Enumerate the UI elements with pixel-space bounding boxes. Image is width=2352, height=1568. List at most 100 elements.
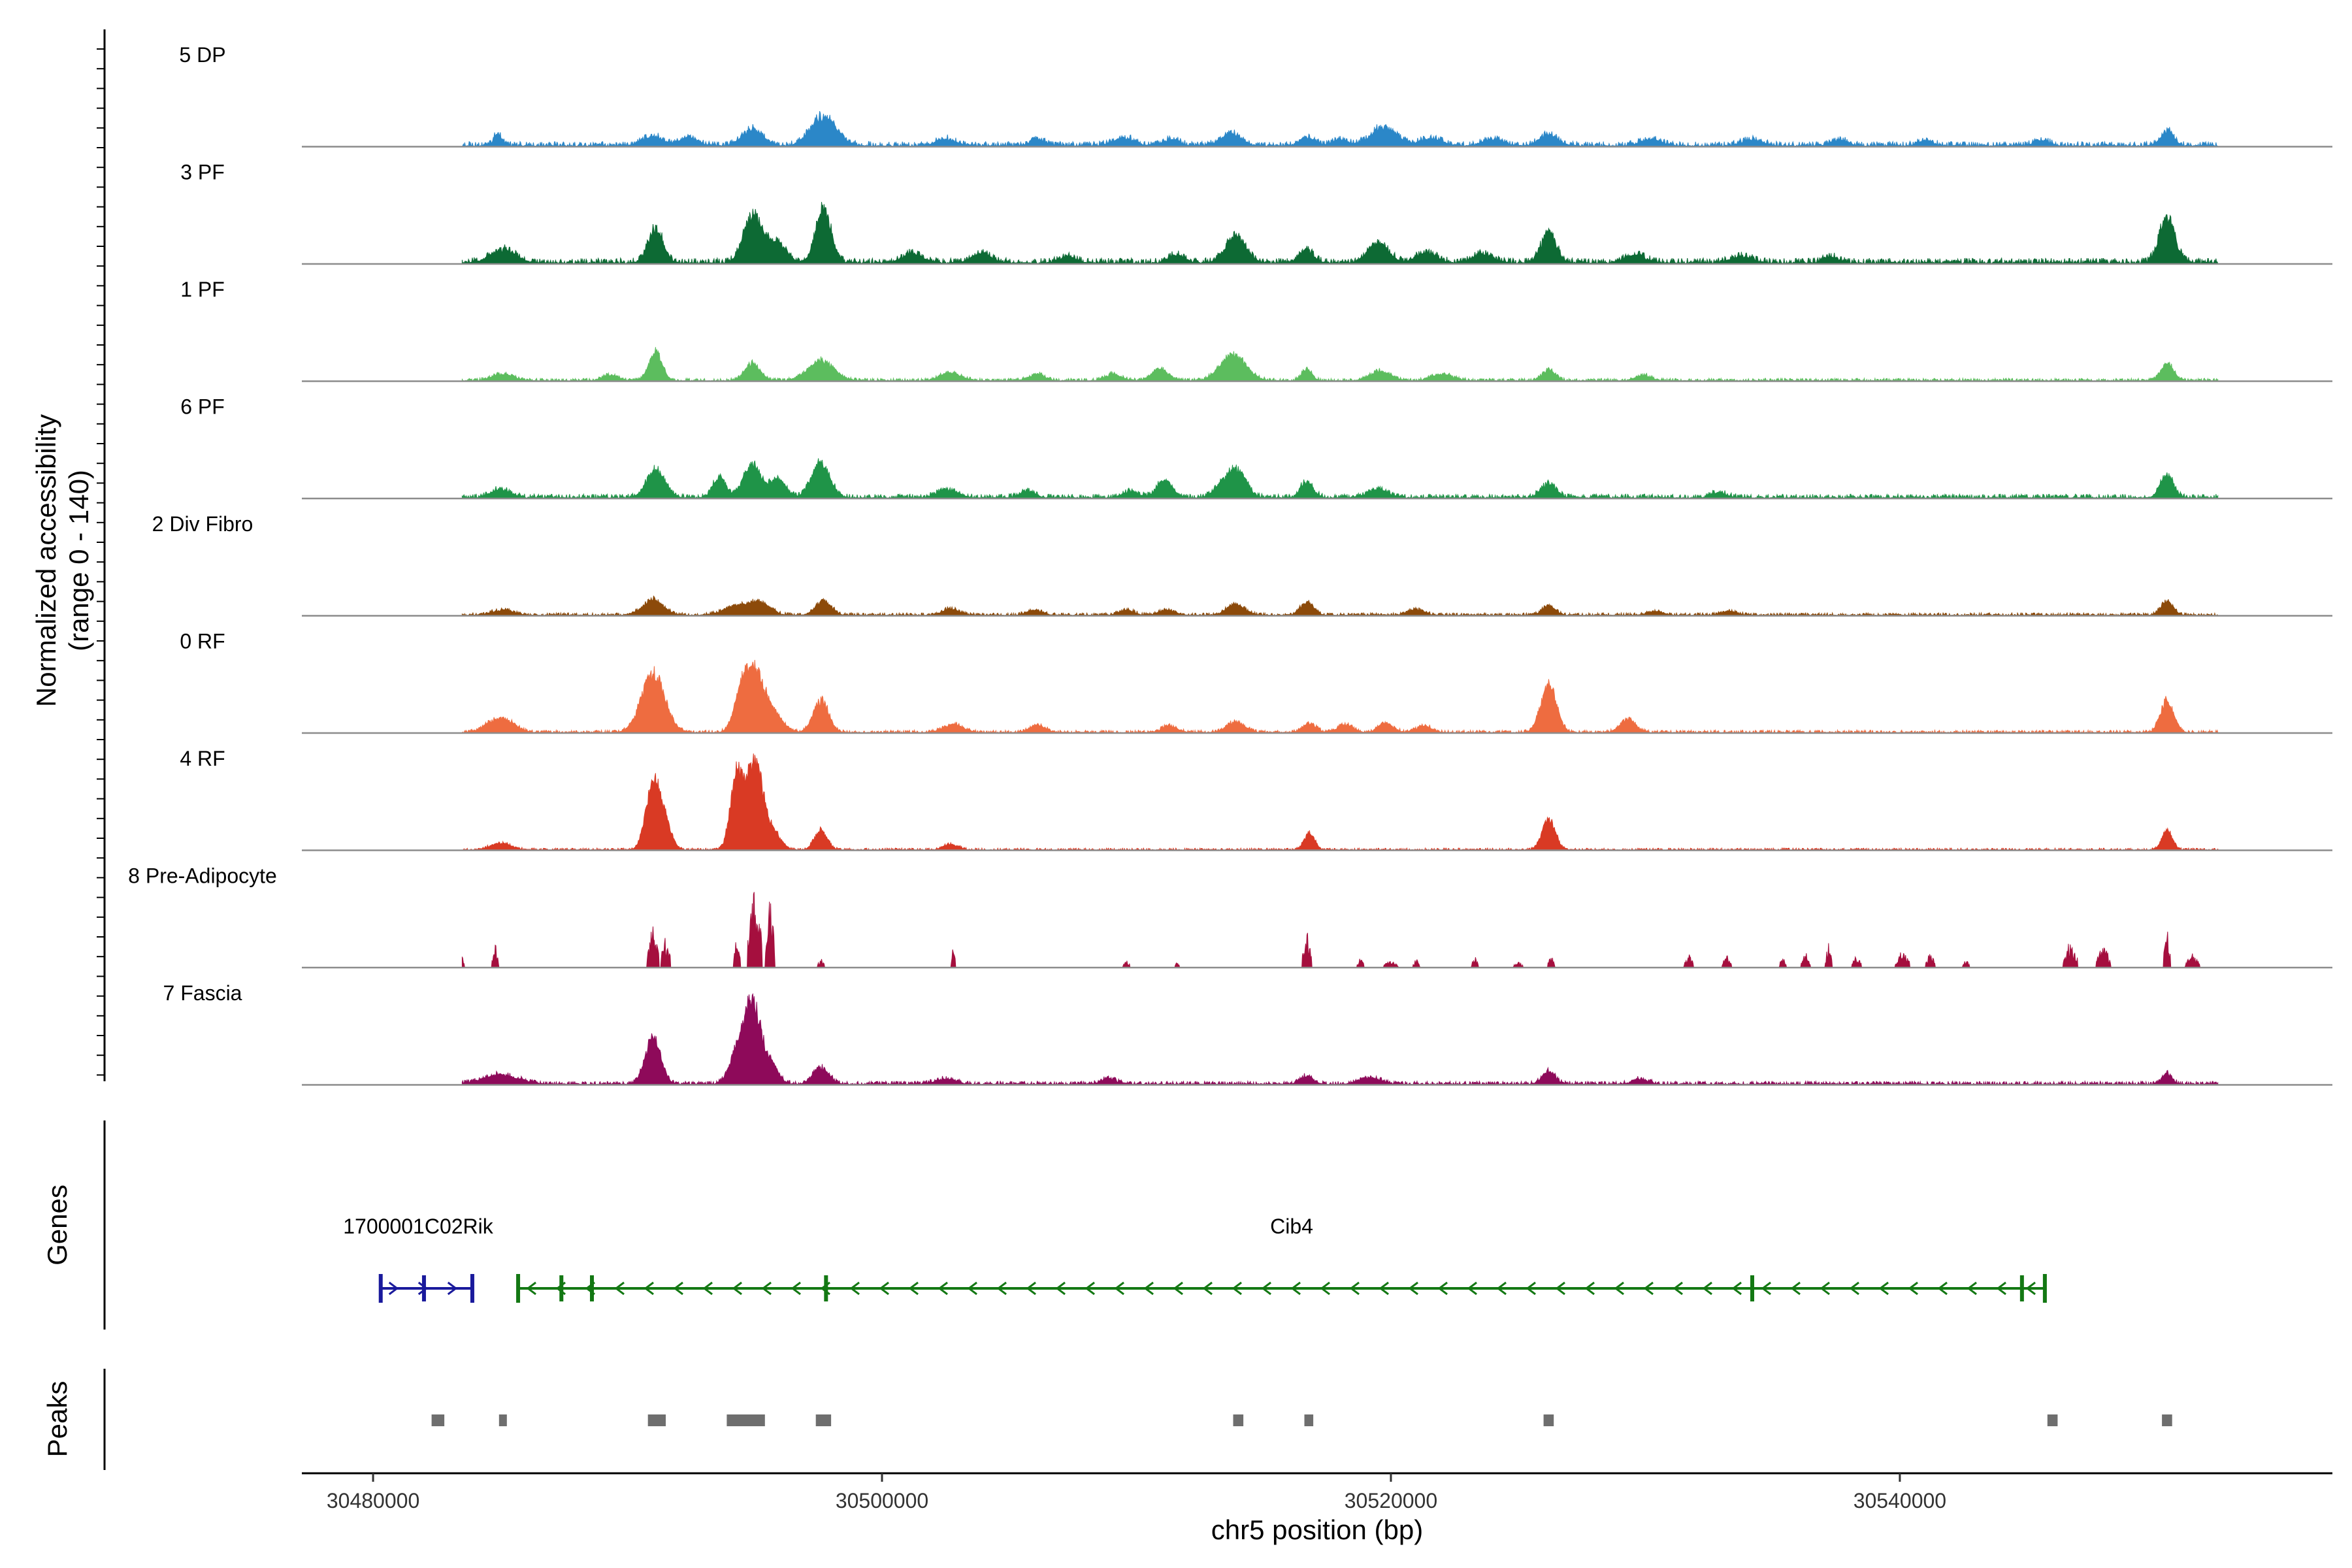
coverage-area [461, 892, 2218, 968]
coverage-area [461, 347, 2219, 383]
strand-chevron [1878, 1281, 1889, 1296]
strand-chevron [1996, 1281, 2006, 1296]
strand-chevron [1967, 1281, 1977, 1296]
track-1-pf: 1 PF [180, 278, 2332, 383]
coverage-area [461, 458, 2219, 500]
coverage-area [461, 992, 2219, 1086]
strand-chevron [1437, 1281, 1448, 1296]
strand-chevron [1643, 1281, 1654, 1296]
peak-region [815, 1414, 832, 1426]
track-label: 6 PF [180, 395, 225, 419]
coverage-y-ticks [97, 48, 105, 1076]
x-axis-ticks: 30480000 30500000 30520000 30540000 [327, 1473, 1946, 1512]
strand-chevron [1761, 1281, 1771, 1296]
strand-chevron [526, 1281, 536, 1296]
track-4-rf: 4 RF [180, 747, 2332, 851]
exon [824, 1275, 828, 1301]
strand-chevron [1937, 1281, 1948, 1296]
strand-chevron [1349, 1281, 1360, 1296]
strand-chevron [938, 1281, 948, 1296]
strand-chevron [1114, 1281, 1124, 1296]
strand-chevron [849, 1281, 860, 1296]
gene-label: Cib4 [1270, 1215, 1313, 1238]
strand-chevron [1467, 1281, 1477, 1296]
strand-chevron [614, 1281, 625, 1296]
strand-chevron [1673, 1281, 1683, 1296]
exon [590, 1275, 594, 1301]
strand-chevron [1379, 1281, 1389, 1296]
exon [421, 1275, 426, 1301]
strand-chevron [761, 1281, 772, 1296]
strand-chevron [1555, 1281, 1565, 1296]
y-axis-title: Normalized accessibility [31, 414, 61, 707]
strand-chevron [1526, 1281, 1536, 1296]
strand-chevron [644, 1281, 654, 1296]
strand-chevron [879, 1281, 889, 1296]
peak-region [727, 1414, 765, 1426]
strand-chevron [1055, 1281, 1066, 1296]
x-axis-title: chr5 position (bp) [1211, 1514, 1424, 1545]
exon [2042, 1274, 2047, 1303]
track-8-pre-adipocyte: 8 Pre-Adipocyte [128, 864, 2332, 969]
strand-chevron [908, 1281, 919, 1296]
exon [1750, 1275, 1754, 1301]
strand-chevron [791, 1281, 801, 1296]
x-tick-label: 30540000 [1854, 1489, 1946, 1512]
x-tick-label: 30500000 [836, 1489, 928, 1512]
y-axis-subtitle: (range 0 - 140) [63, 470, 94, 651]
strand-chevron [1026, 1281, 1036, 1296]
coverage-area [461, 595, 2219, 617]
strand-chevron [1408, 1281, 1418, 1296]
coverage-area [461, 660, 2219, 734]
strand-chevron [1173, 1281, 1183, 1296]
peaks-panel-label: Peaks [42, 1381, 73, 1458]
strand-chevron [1584, 1281, 1595, 1296]
strand-chevron [702, 1281, 713, 1296]
strand-chevron [1232, 1281, 1242, 1296]
strand-chevron [1143, 1281, 1154, 1296]
strand-chevron [1290, 1281, 1301, 1296]
coverage-area [461, 753, 2219, 851]
peak-region [1233, 1414, 1244, 1426]
track-label: 3 PF [180, 161, 225, 184]
coverage-area [461, 202, 2219, 265]
track-label: 4 RF [180, 747, 225, 770]
track-2-div-fibro: 2 Div Fibro [152, 512, 2332, 617]
strand-chevron [2025, 1281, 2036, 1296]
track-7-fascia: 7 Fascia [163, 981, 2332, 1086]
strand-chevron [732, 1281, 742, 1296]
peak-region [2162, 1414, 2172, 1426]
strand-chevron [1320, 1281, 1330, 1296]
x-tick-label: 30480000 [327, 1489, 419, 1512]
strand-chevron [1790, 1281, 1801, 1296]
exon [378, 1274, 383, 1303]
exon [2019, 1275, 2024, 1301]
strand-chevron [1085, 1281, 1095, 1296]
peak-region [498, 1414, 507, 1426]
strand-chevron [447, 1281, 458, 1296]
strand-chevron [1702, 1281, 1712, 1296]
strand-chevron [1261, 1281, 1271, 1296]
strand-chevron [1820, 1281, 1830, 1296]
peak-regions [431, 1414, 2172, 1426]
gene-cib4: Cib4 [516, 1215, 2047, 1303]
gene-annotations: 1700001C02Rik Cib4 [343, 1215, 2047, 1303]
peak-region [1543, 1414, 1554, 1426]
exon [470, 1274, 474, 1303]
strand-chevron [1908, 1281, 1918, 1296]
peak-region [2047, 1414, 2058, 1426]
track-label: 0 RF [180, 630, 225, 653]
exon [559, 1275, 564, 1301]
gene-label: 1700001C02Rik [343, 1215, 494, 1238]
exon [516, 1274, 521, 1303]
track-0-rf: 0 RF [180, 630, 2332, 734]
genes-panel-label: Genes [42, 1184, 73, 1266]
track-6-pf: 6 PF [180, 395, 2332, 500]
track-label: 2 Div Fibro [152, 512, 253, 536]
strand-chevron [1849, 1281, 1859, 1296]
strand-chevron [967, 1281, 977, 1296]
peak-region [431, 1414, 445, 1426]
strand-chevron [1614, 1281, 1624, 1296]
strand-chevron [388, 1281, 399, 1296]
